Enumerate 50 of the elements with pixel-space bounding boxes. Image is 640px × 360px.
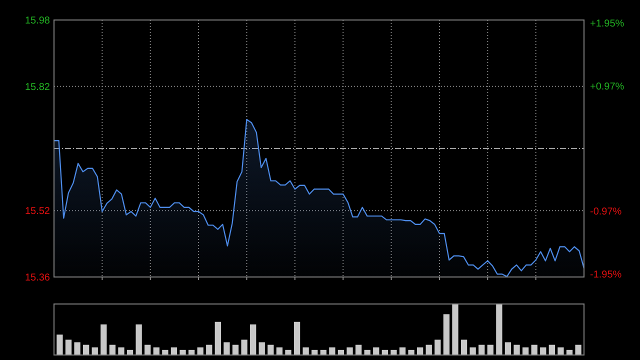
bar bbox=[268, 344, 274, 355]
bar bbox=[241, 340, 248, 355]
bar bbox=[258, 342, 265, 355]
bar bbox=[83, 344, 90, 355]
y2-tick-label: -0.97% bbox=[590, 206, 622, 218]
bar bbox=[355, 344, 362, 355]
bar bbox=[100, 324, 107, 355]
y-tick-label: 15.82 bbox=[24, 82, 50, 93]
bar bbox=[408, 350, 414, 355]
bar bbox=[285, 350, 292, 355]
bar bbox=[390, 350, 397, 355]
bar bbox=[504, 342, 512, 355]
bar bbox=[136, 324, 142, 355]
bar bbox=[206, 344, 212, 355]
bar bbox=[250, 324, 256, 355]
bar bbox=[294, 322, 300, 355]
bar bbox=[302, 347, 309, 355]
y2-tick-label: +0.97% bbox=[590, 82, 624, 93]
bar bbox=[144, 344, 151, 355]
y-tick-label: 15.52 bbox=[24, 206, 50, 218]
bar bbox=[214, 322, 221, 355]
bar bbox=[162, 350, 168, 355]
bar bbox=[426, 344, 432, 355]
bar bbox=[180, 350, 186, 355]
bar bbox=[470, 347, 476, 355]
bar bbox=[558, 347, 564, 355]
y-tick-label: 15.36 bbox=[24, 272, 50, 284]
bar bbox=[118, 347, 124, 355]
bar bbox=[496, 304, 502, 355]
bar bbox=[109, 344, 116, 355]
bar bbox=[531, 344, 538, 355]
y-tick-label: 15.98 bbox=[24, 16, 50, 26]
bar bbox=[514, 344, 520, 355]
y2-tick-label: -1.95% bbox=[590, 269, 622, 280]
y2-tick-label: +1.95% bbox=[590, 18, 624, 30]
bar bbox=[74, 342, 80, 355]
bar bbox=[487, 344, 494, 355]
bar bbox=[329, 347, 336, 355]
bar bbox=[232, 344, 239, 355]
bar bbox=[460, 340, 468, 355]
bar bbox=[575, 344, 582, 355]
bar bbox=[224, 342, 230, 355]
bar bbox=[434, 340, 441, 355]
bar bbox=[548, 344, 555, 355]
bar bbox=[452, 304, 458, 355]
bar bbox=[65, 340, 72, 355]
bar bbox=[478, 344, 485, 355]
bar bbox=[346, 347, 353, 355]
bar bbox=[443, 314, 450, 355]
bar bbox=[56, 334, 63, 355]
